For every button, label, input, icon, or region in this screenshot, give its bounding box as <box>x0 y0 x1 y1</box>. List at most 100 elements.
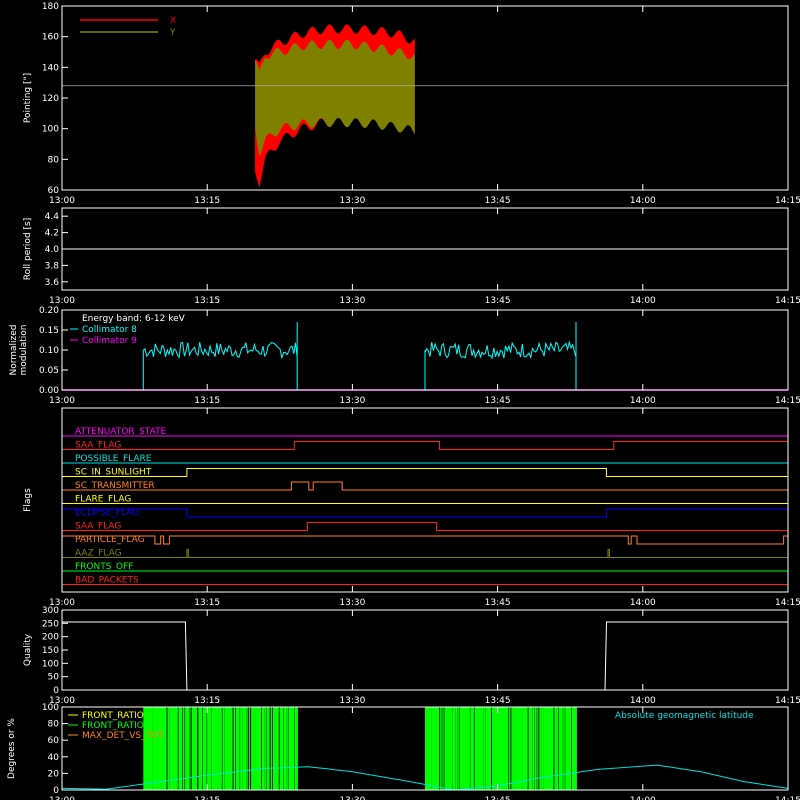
y-tick-label: 50 <box>48 673 60 683</box>
x-tick-label: 14:00 <box>630 396 656 406</box>
y-axis-label: Degrees or % <box>7 718 17 779</box>
front-ratio-bar <box>185 707 188 790</box>
front-ratio-bar <box>466 707 470 790</box>
front-ratio-bar <box>433 707 437 790</box>
x-tick-label: 13:15 <box>194 796 220 800</box>
front-ratio-bar <box>513 707 518 790</box>
y-axis-label: Roll period [s] <box>23 218 33 280</box>
x-tick-label: 13:45 <box>485 598 511 608</box>
front-ratio-bar <box>202 707 206 790</box>
front-ratio-bar <box>554 707 557 790</box>
x-tick-label: 13:30 <box>339 396 365 406</box>
front-ratio-bar <box>455 707 458 790</box>
front-ratio-bar <box>500 707 504 790</box>
collimator-8-segment-1 <box>424 322 577 390</box>
front-ratio-bar <box>187 707 190 790</box>
front-ratio-bar <box>519 707 523 790</box>
front-ratio-bar <box>246 707 248 790</box>
front-ratio-bar <box>453 707 456 790</box>
x-tick-label: 13:45 <box>485 696 511 706</box>
front-ratio-bar <box>154 707 158 790</box>
front-ratio-bar <box>165 707 167 790</box>
legend-label: FRONT_RATIO_?? <box>82 721 158 731</box>
front-ratio-bar <box>209 707 212 790</box>
front-ratio-bar <box>470 707 474 790</box>
front-ratio-bar <box>463 707 468 790</box>
front-ratio-bar <box>560 707 563 790</box>
front-ratio-bar <box>215 707 219 790</box>
x-tick-label: 13:30 <box>339 796 365 800</box>
legend-label: MAX_DET_VS_TOT <box>82 731 164 741</box>
flag-line <box>62 468 788 477</box>
front-ratio-bar <box>226 707 231 790</box>
y-tick-label: 20 <box>48 769 60 779</box>
panel-frame-3 <box>61 407 789 593</box>
front-ratio-bar <box>284 707 286 790</box>
y-tick-label: 80 <box>48 720 60 730</box>
y-tick-label: 4.4 <box>45 212 60 222</box>
front-ratio-bar <box>220 707 222 790</box>
flag-label: AAZ_FLAG <box>75 549 122 559</box>
front-ratio-bar <box>231 707 233 790</box>
y-tick-label: 0.15 <box>39 326 59 336</box>
front-ratio-bar <box>444 707 448 790</box>
front-ratio-bar <box>448 707 453 790</box>
x-tick-label: 13:15 <box>194 296 220 306</box>
front-ratio-bar <box>235 707 239 790</box>
front-ratio-bar <box>253 707 256 790</box>
x-tick-label: 13:30 <box>339 696 365 706</box>
front-ratio-bar <box>270 707 273 790</box>
y-tick-label: 100 <box>42 703 59 713</box>
x-tick-label: 14:15 <box>775 696 800 706</box>
front-ratio-bar <box>152 707 156 790</box>
front-ratio-bar <box>450 707 453 790</box>
x-tick-label: 14:00 <box>630 796 656 800</box>
y-axis-label: modulation <box>19 325 29 376</box>
panel-frame-5 <box>61 706 789 791</box>
front-ratio-bar <box>275 707 279 790</box>
front-ratio-bar <box>489 707 492 790</box>
y-tick-label: 150 <box>42 646 59 656</box>
front-ratio-bar <box>189 707 191 790</box>
front-ratio-bar <box>427 707 431 790</box>
front-ratio-bar <box>268 707 270 790</box>
front-ratio-bar <box>511 707 514 790</box>
x-tick-label: 14:00 <box>630 196 656 206</box>
front-ratio-bar <box>507 707 509 790</box>
front-ratio-bar <box>558 707 562 790</box>
front-ratio-bar <box>532 707 535 790</box>
front-ratio-bar <box>442 707 444 790</box>
y-axis-label: Pointing ["] <box>23 73 33 123</box>
panel-frame-0 <box>61 5 789 191</box>
panel-frame-1 <box>61 207 789 291</box>
y-tick-label: 160 <box>42 33 59 43</box>
x-tick-label: 13:00 <box>49 696 75 706</box>
flag-label: ATTENUATOR_STATE <box>75 427 167 437</box>
front-ratio-bar <box>569 707 572 790</box>
front-ratio-bar <box>251 707 255 790</box>
front-ratio-bar <box>468 707 470 790</box>
front-ratio-bar <box>178 707 182 790</box>
front-ratio-bar <box>193 707 197 790</box>
front-ratio-bar <box>543 707 548 790</box>
front-ratio-bar <box>472 707 474 790</box>
y-tick-label: 0.10 <box>39 346 59 356</box>
front-ratio-bar <box>502 707 506 790</box>
front-ratio-bar <box>552 707 554 790</box>
latitude-line <box>61 764 789 791</box>
front-ratio-block-0 <box>143 707 298 790</box>
y-tick-label: 40 <box>48 753 60 763</box>
front-ratio-bar <box>218 707 222 790</box>
front-ratio-bar <box>266 707 269 790</box>
y-tick-label: 60 <box>48 736 60 746</box>
front-ratio-bar <box>196 707 198 790</box>
front-ratio-bar <box>213 707 217 790</box>
x-tick-label: 13:15 <box>194 196 220 206</box>
flag-label: BAD_PACKETS <box>75 576 139 586</box>
front-ratio-bar <box>565 707 568 790</box>
front-ratio-bar <box>567 707 571 790</box>
front-ratio-bar <box>494 707 498 790</box>
flag-label: SC_TRANSMITTER <box>75 481 155 491</box>
front-ratio-bar <box>431 707 436 790</box>
y-tick-label: 0 <box>53 686 59 696</box>
